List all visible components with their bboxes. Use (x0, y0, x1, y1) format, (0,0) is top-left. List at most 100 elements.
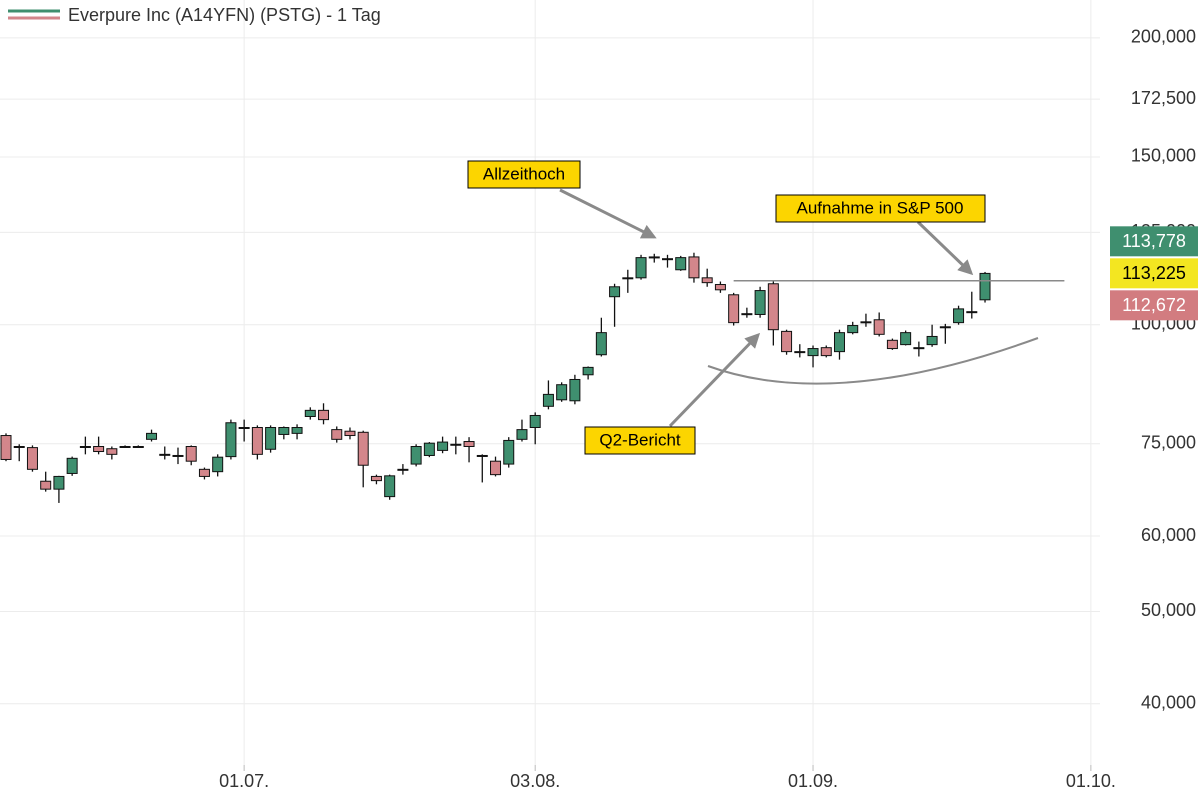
x-tick-label: 01.07. (219, 771, 269, 791)
y-tick-label: 172,500 (1131, 88, 1196, 108)
candle-body (79, 445, 91, 448)
candle-body (172, 454, 184, 457)
candle-body (873, 319, 885, 335)
candle-body (675, 257, 687, 271)
price-label: 112,672 (1122, 295, 1186, 315)
candle-body (53, 475, 65, 490)
annotation: Aufnahme in S&P 500 (797, 198, 964, 217)
overlay: Allzeithoch Aufnahme in S&P 500 Q2-Beric… (467, 160, 1039, 455)
candle-body (357, 431, 369, 466)
x-tick-label: 03.08. (510, 771, 560, 791)
candle-body (450, 443, 462, 446)
annotation-box (775, 194, 986, 223)
candle-body (913, 347, 925, 350)
candle-body (410, 445, 422, 465)
candle-body (0, 435, 12, 460)
x-tick-label: 01.09. (788, 771, 838, 791)
y-tick-label: 60,000 (1141, 525, 1196, 545)
candle-body (40, 480, 52, 490)
candle-body (569, 378, 581, 402)
candle-body (939, 326, 951, 329)
candle-body (688, 256, 700, 279)
candle-body (820, 347, 832, 357)
candle-body (304, 409, 316, 418)
candle-body (331, 429, 343, 440)
candle-body (503, 439, 515, 465)
candle-body (741, 313, 753, 316)
candle-body (595, 332, 607, 356)
y-tick-label: 75,000 (1141, 432, 1196, 452)
candle-body (953, 308, 965, 324)
annotation-box (584, 426, 696, 455)
arrow (559, 188, 657, 239)
candle-body (635, 257, 647, 279)
candle-body (886, 339, 898, 350)
candle-body (781, 330, 793, 353)
candle-body (860, 321, 872, 324)
candle-body (794, 351, 806, 354)
candle-body (662, 258, 673, 261)
candle-body (476, 454, 488, 457)
candle-body (582, 366, 594, 376)
candle-body (185, 445, 197, 462)
price-label: 113,225 (1122, 263, 1186, 283)
candle-body (542, 393, 554, 407)
candle-body (622, 277, 634, 280)
chart-title: Everpure Inc (A14YFN) (PSTG) - 1 Tag (68, 5, 381, 25)
candle-body (397, 468, 409, 471)
candle-body (159, 453, 171, 456)
price-label-box (1110, 258, 1198, 289)
candle-body (66, 457, 78, 474)
candle-body (132, 445, 144, 448)
candle-body (265, 426, 277, 450)
candle-body (648, 256, 660, 259)
candle-body (516, 429, 528, 440)
candle-body (767, 283, 779, 331)
candle-body (728, 294, 740, 324)
candle-body (291, 426, 303, 434)
arrow (916, 220, 974, 276)
candles (0, 252, 1065, 503)
candle-body (238, 426, 250, 429)
candle-body (754, 290, 766, 315)
candle-body (556, 384, 568, 401)
grid (0, 0, 1100, 765)
x-tick-label: 01.10. (1066, 771, 1116, 791)
candle-body (146, 432, 158, 440)
annotation-box (467, 160, 581, 189)
candle-body (106, 448, 118, 455)
price-label: 113,778 (1122, 231, 1186, 251)
candle-body (807, 348, 819, 357)
price-label-box (1110, 290, 1198, 321)
candle-body (833, 332, 845, 353)
candle-body (119, 445, 131, 448)
price-label-box (1110, 226, 1198, 257)
candle-body (278, 426, 290, 435)
trend-curve (707, 337, 1039, 385)
candle-body (900, 332, 912, 346)
candle-body (463, 441, 475, 447)
y-tick-label: 200,000 (1131, 27, 1196, 47)
candle-body (384, 475, 396, 498)
candle-body (529, 414, 541, 428)
candle-body (251, 426, 263, 455)
candle-body (609, 286, 621, 298)
y-tick-label: 40,000 (1141, 693, 1196, 713)
y-tick-label: 150,000 (1131, 146, 1196, 166)
legend: Everpure Inc (A14YFN) (PSTG) - 1 Tag (8, 5, 381, 25)
candle-body (344, 430, 356, 437)
candle-body (225, 422, 237, 458)
candle-body (926, 335, 938, 346)
candle-body (979, 272, 991, 301)
candle-body (318, 409, 330, 421)
candle-body (847, 325, 859, 334)
candle-body (13, 445, 25, 448)
candle-body (423, 442, 435, 456)
candle-body (701, 277, 713, 284)
candle-body (714, 284, 726, 291)
candle-body (212, 456, 224, 473)
candle-body (490, 460, 502, 476)
axis: 40,00050,00060,00075,000100,000125,00015… (219, 27, 1198, 791)
